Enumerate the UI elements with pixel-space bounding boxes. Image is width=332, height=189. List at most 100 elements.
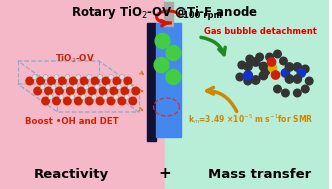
Circle shape [297,69,305,77]
Text: Reactivity: Reactivity [34,168,109,181]
Circle shape [81,94,86,99]
Circle shape [293,89,301,97]
Circle shape [285,75,293,83]
Circle shape [48,94,53,99]
Circle shape [98,74,103,80]
Circle shape [37,77,44,85]
Circle shape [102,77,110,85]
Circle shape [132,87,139,95]
Circle shape [65,74,70,80]
Circle shape [120,74,124,80]
Circle shape [154,57,169,73]
Circle shape [118,97,126,105]
Circle shape [59,77,66,85]
Circle shape [109,74,114,80]
Circle shape [129,97,136,105]
Circle shape [70,77,77,85]
Text: 100 rpm: 100 rpm [183,11,222,19]
Circle shape [64,97,71,105]
Circle shape [84,84,89,90]
Circle shape [70,94,75,99]
Circle shape [259,62,268,71]
Circle shape [80,77,88,85]
Circle shape [43,74,48,80]
Circle shape [259,71,268,80]
Text: Gas bubble detachment: Gas bubble detachment [204,26,317,36]
Circle shape [87,74,92,80]
Circle shape [113,77,121,85]
Circle shape [107,97,115,105]
Bar [147,23,156,141]
Circle shape [244,77,252,85]
Circle shape [110,87,118,95]
Circle shape [76,74,81,80]
Circle shape [238,61,246,69]
Circle shape [244,62,252,71]
Circle shape [96,97,104,105]
Circle shape [252,76,260,84]
Text: +: + [158,166,171,181]
Bar [165,0,329,189]
Circle shape [293,75,301,83]
Circle shape [281,69,290,77]
Circle shape [74,97,82,105]
Circle shape [266,53,273,61]
Circle shape [252,58,260,66]
Circle shape [127,84,132,90]
Circle shape [95,84,100,90]
Circle shape [166,70,181,84]
Text: Mass transfer: Mass transfer [208,168,311,181]
Circle shape [34,87,42,95]
Text: TiO$_2$-OV: TiO$_2$-OV [54,53,94,65]
Circle shape [117,84,122,90]
Circle shape [301,85,309,93]
Circle shape [114,94,119,99]
Circle shape [267,58,276,66]
Circle shape [59,94,64,99]
Circle shape [48,77,55,85]
Bar [0,0,165,189]
Circle shape [88,87,96,95]
Circle shape [261,67,270,75]
Circle shape [99,87,107,95]
Circle shape [271,71,280,79]
Circle shape [73,84,78,90]
Circle shape [301,65,309,73]
Circle shape [282,89,289,97]
Circle shape [246,55,254,63]
Circle shape [236,73,244,81]
Circle shape [85,97,93,105]
Circle shape [166,46,181,60]
Text: k$_m$=3.49 ×10$^{-5}$ m s$^{-1}$for SMR: k$_m$=3.49 ×10$^{-5}$ m s$^{-1}$for SMR [188,112,313,126]
Text: Boost •OH and DET: Boost •OH and DET [25,116,118,125]
Circle shape [106,84,111,90]
Circle shape [62,84,67,90]
Circle shape [268,64,277,72]
Circle shape [305,77,313,85]
Circle shape [103,94,108,99]
Circle shape [121,87,128,95]
Circle shape [54,74,59,80]
Circle shape [42,97,49,105]
Circle shape [124,77,131,85]
Circle shape [77,87,85,95]
Circle shape [32,74,37,80]
Circle shape [274,50,281,58]
Circle shape [244,71,252,80]
Circle shape [51,84,56,90]
Circle shape [293,63,301,71]
Bar [156,23,181,137]
Circle shape [53,97,60,105]
Circle shape [155,33,170,49]
Circle shape [40,84,45,90]
Circle shape [26,77,34,85]
Bar [164,2,173,26]
Text: Rotary TiO$_2$-OV @Ti-F anode: Rotary TiO$_2$-OV @Ti-F anode [71,4,258,21]
Circle shape [67,87,74,95]
Circle shape [274,85,281,93]
Circle shape [56,87,63,95]
Circle shape [45,87,52,95]
Circle shape [285,63,293,71]
Circle shape [124,94,129,99]
Circle shape [243,71,252,80]
